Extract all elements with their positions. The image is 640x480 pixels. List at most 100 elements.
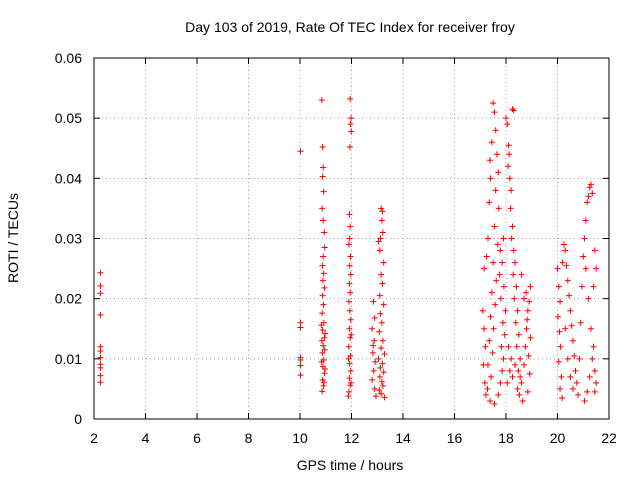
data-point [578,283,585,290]
data-point [320,164,327,171]
data-point [479,307,486,314]
data-point [347,334,354,341]
data-point [508,355,515,362]
data-point [518,379,525,386]
data-point [375,238,382,245]
data-point [563,262,570,269]
x-tick-label: 20 [550,430,566,446]
data-point [591,367,598,374]
data-point [513,343,520,350]
data-point [97,348,104,355]
data-point [586,184,593,191]
data-point [521,361,528,368]
data-point [376,328,383,335]
data-point [321,334,328,341]
data-point [514,385,521,392]
data-point [488,139,495,146]
data-point [577,319,584,326]
data-point [482,343,489,350]
data-point [320,270,327,277]
data-point [488,373,495,380]
data-point [320,382,327,389]
data-point [484,361,491,368]
data-point [347,367,354,374]
data-point [517,373,524,380]
data-point [97,379,104,386]
data-point [372,393,379,400]
data-point [97,283,104,290]
data-point [378,217,385,224]
data-point [490,325,497,332]
y-tick-label: 0.01 [55,351,82,367]
data-point [489,349,496,356]
data-point [512,361,519,368]
data-point [319,173,326,180]
data-point [493,151,500,158]
data-point [375,355,382,362]
data-point [526,370,533,377]
data-point [564,277,571,284]
data-point [562,247,569,254]
data-point [347,289,354,296]
data-point [556,328,563,335]
data-point [345,355,352,362]
y-tick-label: 0.04 [55,170,82,186]
data-point [581,235,588,242]
data-point [493,277,500,284]
chart-title: Day 103 of 2019, Rate Of TEC Index for r… [185,19,515,35]
y-tick-label: 0 [74,411,82,427]
x-tick-label: 4 [142,430,150,446]
data-point [498,343,505,350]
data-point [512,319,519,326]
data-point [524,316,531,323]
data-point [347,253,354,260]
data-point [582,217,589,224]
data-point [297,357,304,364]
data-point [319,292,326,299]
data-point [318,322,325,329]
data-point [381,394,388,401]
data-point [491,223,498,230]
data-point [568,322,575,329]
data-point [318,358,325,365]
data-point [495,169,502,176]
data-point [490,259,497,266]
data-point [321,330,328,337]
data-point [320,188,327,195]
data-point [496,271,503,278]
data-point [318,337,325,344]
data-point [484,385,491,392]
data-point [347,121,354,128]
y-tick-label: 0.06 [55,50,82,66]
x-tick-label: 14 [395,430,411,446]
x-axis-label: GPS time / hours [297,457,404,473]
data-point [379,382,386,389]
data-point [504,379,511,386]
data-point [483,253,490,260]
data-point [508,235,515,242]
y-tick-label: 0.05 [55,110,82,126]
data-point [345,388,352,395]
data-point [510,107,517,114]
data-point [505,163,512,170]
data-point [505,142,512,149]
data-point [590,283,597,290]
data-point [523,289,530,296]
data-point [497,295,504,302]
data-point [486,337,493,344]
data-point [376,292,383,299]
data-point [377,310,384,317]
data-point [377,235,384,242]
data-point [319,262,326,269]
data-point [558,373,565,380]
data-point [491,109,498,116]
data-point [347,115,354,122]
data-point [379,360,386,367]
data-point [509,223,516,230]
data-point [495,205,502,212]
data-point [380,301,387,308]
data-point [555,283,562,290]
data-point [487,157,494,164]
data-point [573,379,580,386]
data-point [370,342,377,349]
